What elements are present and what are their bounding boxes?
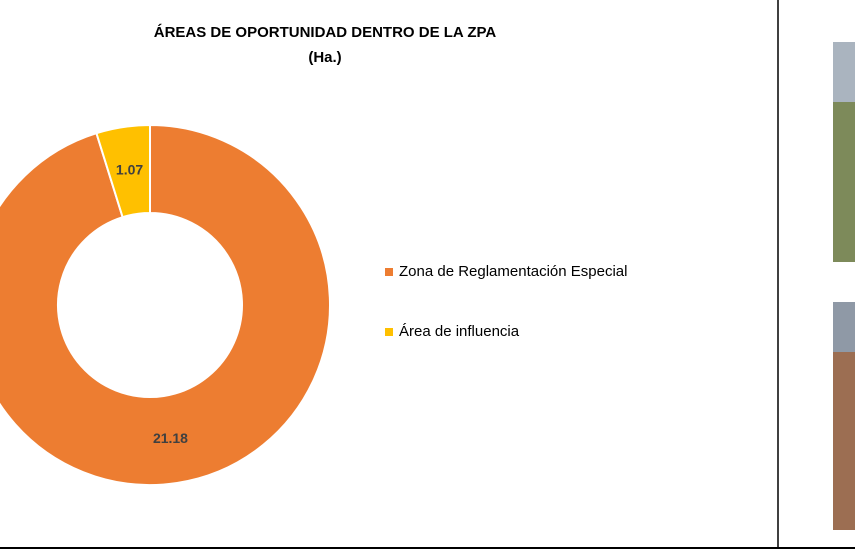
chart-title: ÁREAS DE OPORTUNIDAD DENTRO DE LA ZPA <box>154 24 497 41</box>
legend-swatch <box>385 328 393 336</box>
photo-sky <box>833 42 855 102</box>
data-label: 21.18 <box>153 430 188 446</box>
photo <box>833 302 855 530</box>
chart-subtitle: (Ha.) <box>308 49 341 66</box>
legend-label: Área de influencia <box>399 323 520 340</box>
data-label: 1.07 <box>116 161 143 177</box>
legend-swatch <box>385 268 393 276</box>
plot: 21.18 1.07 Zona de Reglamentación Especial… <box>0 123 627 486</box>
donut-slice <box>0 123 331 486</box>
donut-slice <box>95 123 151 219</box>
legend-label: Zona de Reglamentación Especial <box>399 263 627 280</box>
photo-sky <box>833 302 855 352</box>
